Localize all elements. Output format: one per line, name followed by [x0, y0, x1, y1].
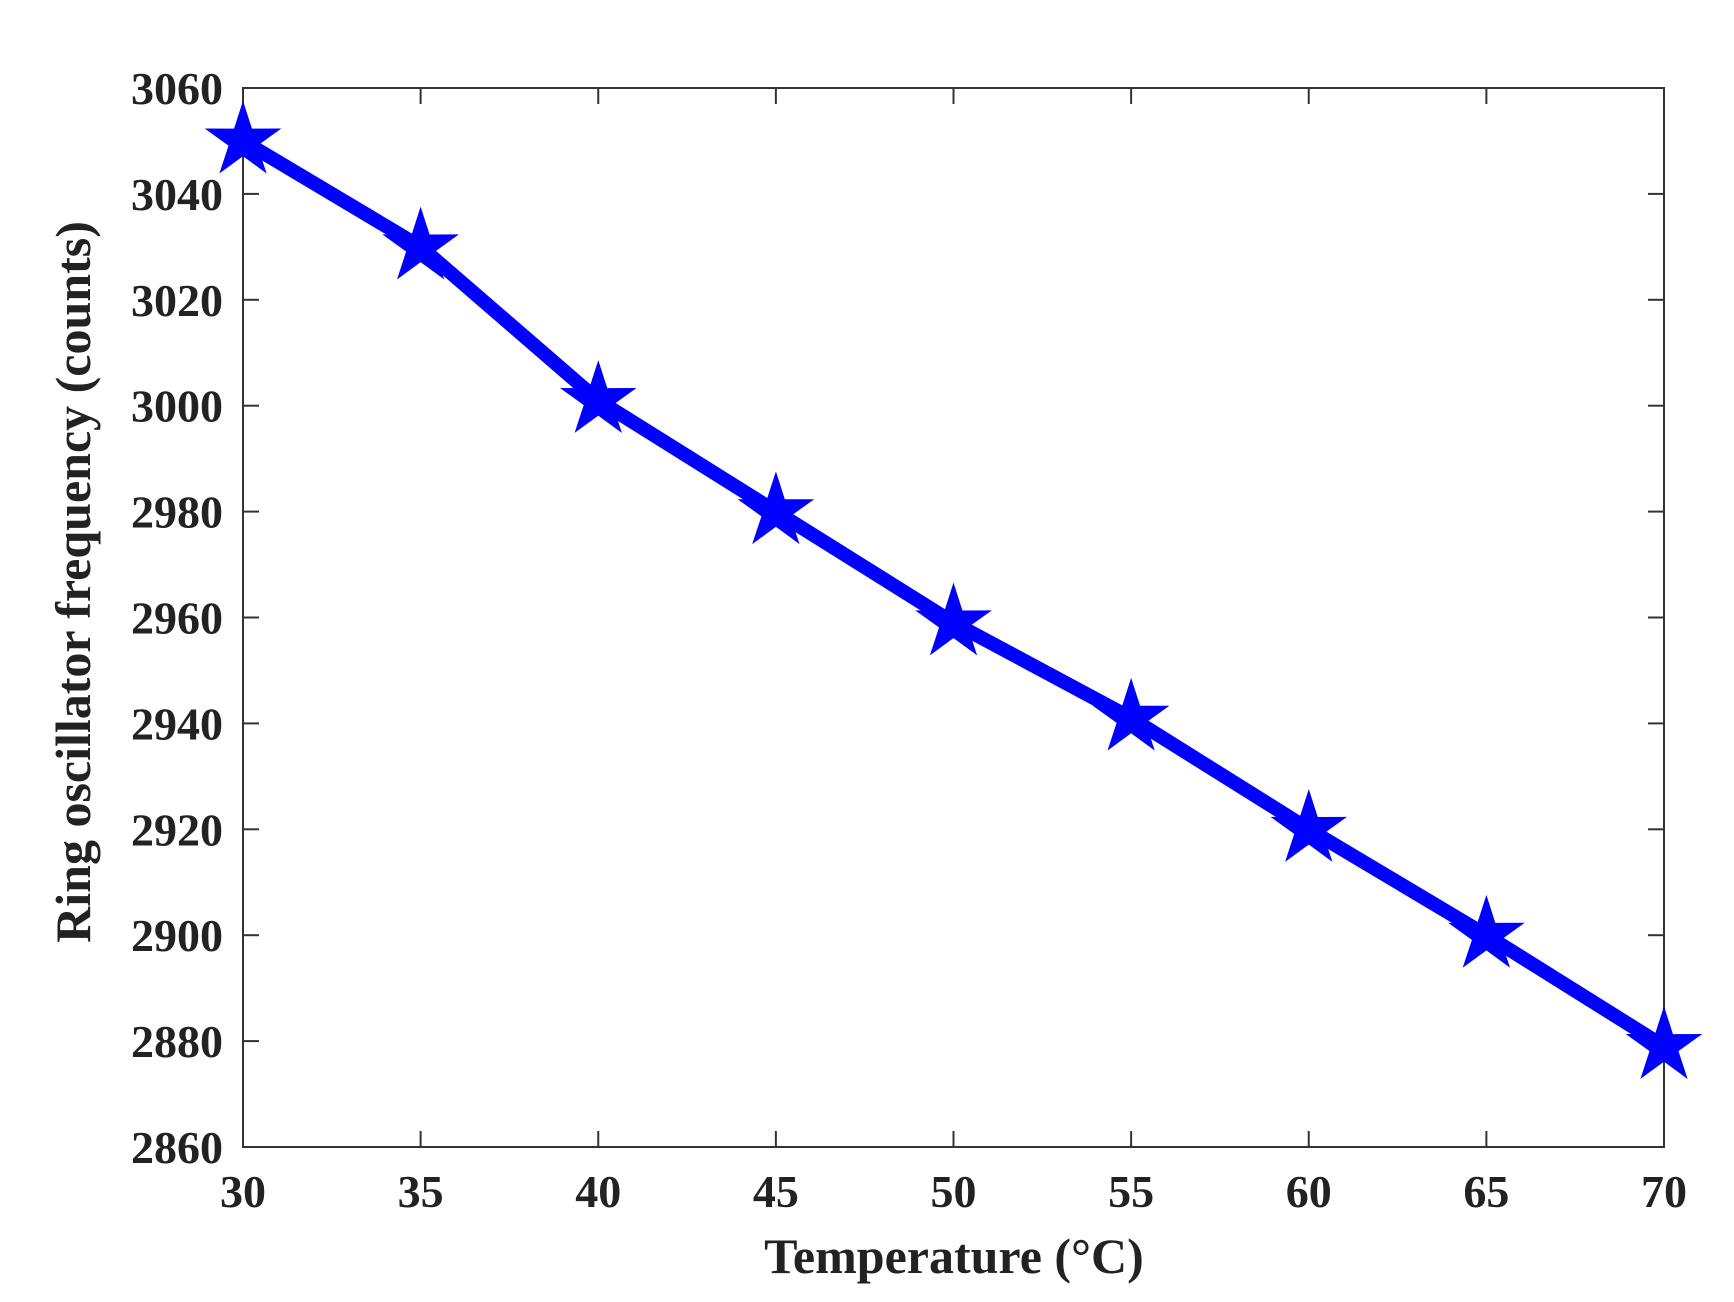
y-tick-label: 3020	[131, 275, 223, 326]
y-tick-label: 2980	[131, 487, 223, 538]
x-tick-label: 70	[1641, 1166, 1687, 1217]
x-tick-label: 30	[220, 1166, 266, 1217]
x-tick-label: 60	[1286, 1166, 1332, 1217]
y-tick-label: 2960	[131, 593, 223, 644]
y-tick-label: 3040	[131, 169, 223, 220]
y-tick-label: 2860	[131, 1122, 223, 1173]
y-axis-label: Ring oscillator frequency (counts)	[45, 221, 101, 943]
star-marker	[737, 471, 815, 545]
y-tick-label: 2900	[131, 910, 223, 961]
series-layer	[204, 100, 1703, 1079]
x-tick-label: 35	[398, 1166, 444, 1217]
x-axis-ticks: 30 35 40 45 50 55 60 65 70	[220, 88, 1687, 1217]
x-tick-label: 55	[1108, 1166, 1154, 1217]
star-marker	[915, 582, 992, 656]
x-tick-label: 40	[575, 1166, 621, 1217]
x-tick-label: 65	[1463, 1166, 1509, 1217]
star-marker	[382, 206, 459, 280]
x-tick-label: 45	[753, 1166, 799, 1217]
star-marker	[1448, 894, 1525, 968]
star-marker	[204, 100, 282, 174]
y-tick-label: 2920	[131, 804, 223, 855]
y-tick-label: 2940	[131, 698, 223, 749]
y-tick-label: 2880	[131, 1016, 223, 1067]
y-tick-label: 3060	[131, 63, 223, 114]
y-tick-label: 3000	[131, 381, 223, 432]
star-marker	[1092, 677, 1170, 751]
x-tick-label: 50	[931, 1166, 977, 1217]
star-marker	[1625, 1006, 1703, 1079]
y-axis-ticks: 2860 2880 2900 2920 2940 2960 2980 3000 3020 3040…	[131, 63, 1664, 1173]
star-marker	[1270, 789, 1348, 862]
x-axis-label: Temperature (°C)	[764, 1228, 1144, 1284]
star-marker	[559, 360, 637, 433]
